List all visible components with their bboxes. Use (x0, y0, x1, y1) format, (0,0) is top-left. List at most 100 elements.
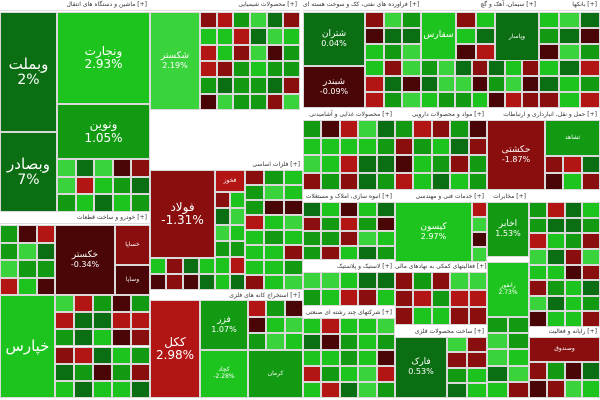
stock-tile-small[interactable] (358, 245, 377, 260)
stock-tile-small[interactable] (112, 380, 131, 398)
stock-tile-small[interactable] (529, 362, 547, 380)
stock-tile[interactable]: ونوین 1.05% (57, 104, 150, 159)
stock-tile-small[interactable] (36, 277, 55, 295)
stock-tile-small[interactable] (200, 44, 217, 61)
stock-tile-small[interactable] (508, 333, 529, 350)
stock-tile-small[interactable] (93, 295, 112, 313)
stock-tile-small[interactable] (131, 380, 150, 398)
stock-tile-small[interactable] (447, 382, 467, 398)
stock-tile-small[interactable] (250, 61, 267, 78)
stock-tile-small[interactable] (230, 224, 245, 241)
stock-tile-small[interactable] (266, 93, 284, 110)
stock-tile-small[interactable] (339, 202, 359, 217)
stock-tile-small[interactable] (358, 366, 377, 382)
stock-tile-small[interactable] (216, 44, 234, 61)
stock-tile-small[interactable] (365, 12, 384, 28)
stock-tile-small[interactable] (582, 233, 600, 249)
stock-tile-small[interactable] (421, 76, 438, 92)
stock-tile-small[interactable] (431, 155, 451, 173)
stock-tile-small[interactable] (18, 277, 37, 295)
stock-tile-small[interactable] (395, 137, 414, 155)
stock-tile-small[interactable] (283, 12, 300, 29)
stock-tile-small[interactable] (55, 295, 74, 313)
stock-tile-small[interactable] (216, 61, 234, 78)
stock-tile-small[interactable] (198, 274, 215, 290)
stock-tile-small[interactable] (383, 60, 403, 76)
stock-tile-small[interactable] (266, 300, 285, 317)
stock-tile-small[interactable] (283, 245, 303, 260)
stock-tile-small[interactable] (431, 307, 451, 325)
stock-tile-small[interactable] (564, 202, 583, 218)
stock-tile-small[interactable] (74, 346, 93, 364)
stock-tile-small[interactable] (431, 272, 451, 290)
stock-tile-small[interactable] (529, 217, 547, 234)
stock-tile-small[interactable] (321, 382, 340, 398)
stock-tile[interactable]: فزر 1.07% (200, 300, 248, 350)
stock-tile[interactable]: ککل 2.98% (150, 300, 200, 398)
stock-tile-small[interactable] (467, 352, 487, 368)
stock-tile-small[interactable] (376, 366, 395, 382)
stock-tile-small[interactable] (413, 289, 432, 308)
stock-tile-small[interactable] (112, 363, 131, 381)
stock-tile-small[interactable] (216, 77, 234, 94)
stock-tile-small[interactable] (36, 225, 55, 243)
stock-tile-small[interactable] (395, 172, 414, 190)
stock-tile-small[interactable] (303, 231, 322, 246)
stock-tile-small[interactable] (283, 260, 303, 275)
stock-tile-small[interactable] (339, 272, 359, 289)
stock-tile-small[interactable] (546, 280, 565, 296)
stock-tile-small[interactable] (413, 155, 432, 173)
stock-tile-small[interactable] (413, 120, 432, 138)
stock-tile-small[interactable] (564, 295, 583, 312)
stock-tile-small[interactable] (559, 44, 580, 60)
stock-tile-small[interactable] (321, 350, 340, 366)
stock-tile-small[interactable] (250, 93, 267, 110)
stock-tile-small[interactable] (522, 60, 539, 76)
stock-tile[interactable]: کچاد -2.28% (200, 350, 248, 398)
stock-tile-small[interactable] (358, 155, 377, 173)
stock-tile-small[interactable] (579, 12, 600, 28)
stock-tile-small[interactable] (200, 93, 217, 110)
stock-tile-small[interactable] (112, 159, 132, 177)
stock-tile-small[interactable] (245, 215, 265, 230)
stock-tile-small[interactable] (283, 28, 300, 45)
stock-tile-small[interactable] (421, 60, 438, 76)
stock-tile-small[interactable] (450, 289, 469, 308)
stock-tile-small[interactable] (447, 337, 467, 353)
stock-tile-small[interactable] (467, 367, 487, 383)
stock-tile-small[interactable] (539, 92, 560, 108)
stock-tile-small[interactable] (358, 231, 377, 246)
stock-tile-small[interactable] (559, 76, 580, 92)
stock-tile-small[interactable] (402, 12, 421, 28)
stock-tile-small[interactable] (283, 200, 303, 215)
stock-tile-small[interactable] (266, 316, 285, 334)
stock-tile-small[interactable] (339, 155, 359, 173)
stock-tile-small[interactable] (112, 346, 131, 364)
stock-tile-small[interactable] (0, 260, 19, 278)
stock-tile-small[interactable] (245, 245, 265, 260)
stock-tile[interactable]: فارک 0.53% (395, 337, 447, 398)
stock-tile-small[interactable] (539, 28, 560, 44)
stock-tile-small[interactable] (559, 28, 580, 44)
stock-tile-small[interactable] (321, 334, 340, 350)
stock-tile-small[interactable] (93, 312, 112, 330)
stock-tile-small[interactable] (112, 295, 131, 313)
stock-tile-small[interactable] (454, 92, 472, 108)
stock-tile-small[interactable] (284, 300, 303, 317)
stock-tile-small[interactable] (131, 363, 150, 381)
stock-tile-small[interactable] (376, 334, 395, 350)
stock-tile-small[interactable] (166, 258, 183, 274)
stock-tile-small[interactable] (303, 245, 322, 260)
stock-tile-small[interactable] (358, 318, 377, 334)
stock-tile-small[interactable] (376, 289, 395, 306)
stock-tile-small[interactable] (472, 247, 487, 262)
stock-tile-small[interactable] (339, 289, 359, 306)
stock-tile-small[interactable] (358, 202, 377, 217)
stock-tile-small[interactable] (437, 76, 455, 92)
stock-tile-small[interactable] (413, 307, 432, 325)
stock-tile-small[interactable] (131, 329, 150, 347)
stock-tile-small[interactable] (245, 185, 265, 200)
stock-tile-small[interactable] (358, 350, 377, 366)
stock-tile-small[interactable] (564, 264, 583, 281)
stock-tile-small[interactable] (283, 215, 303, 230)
